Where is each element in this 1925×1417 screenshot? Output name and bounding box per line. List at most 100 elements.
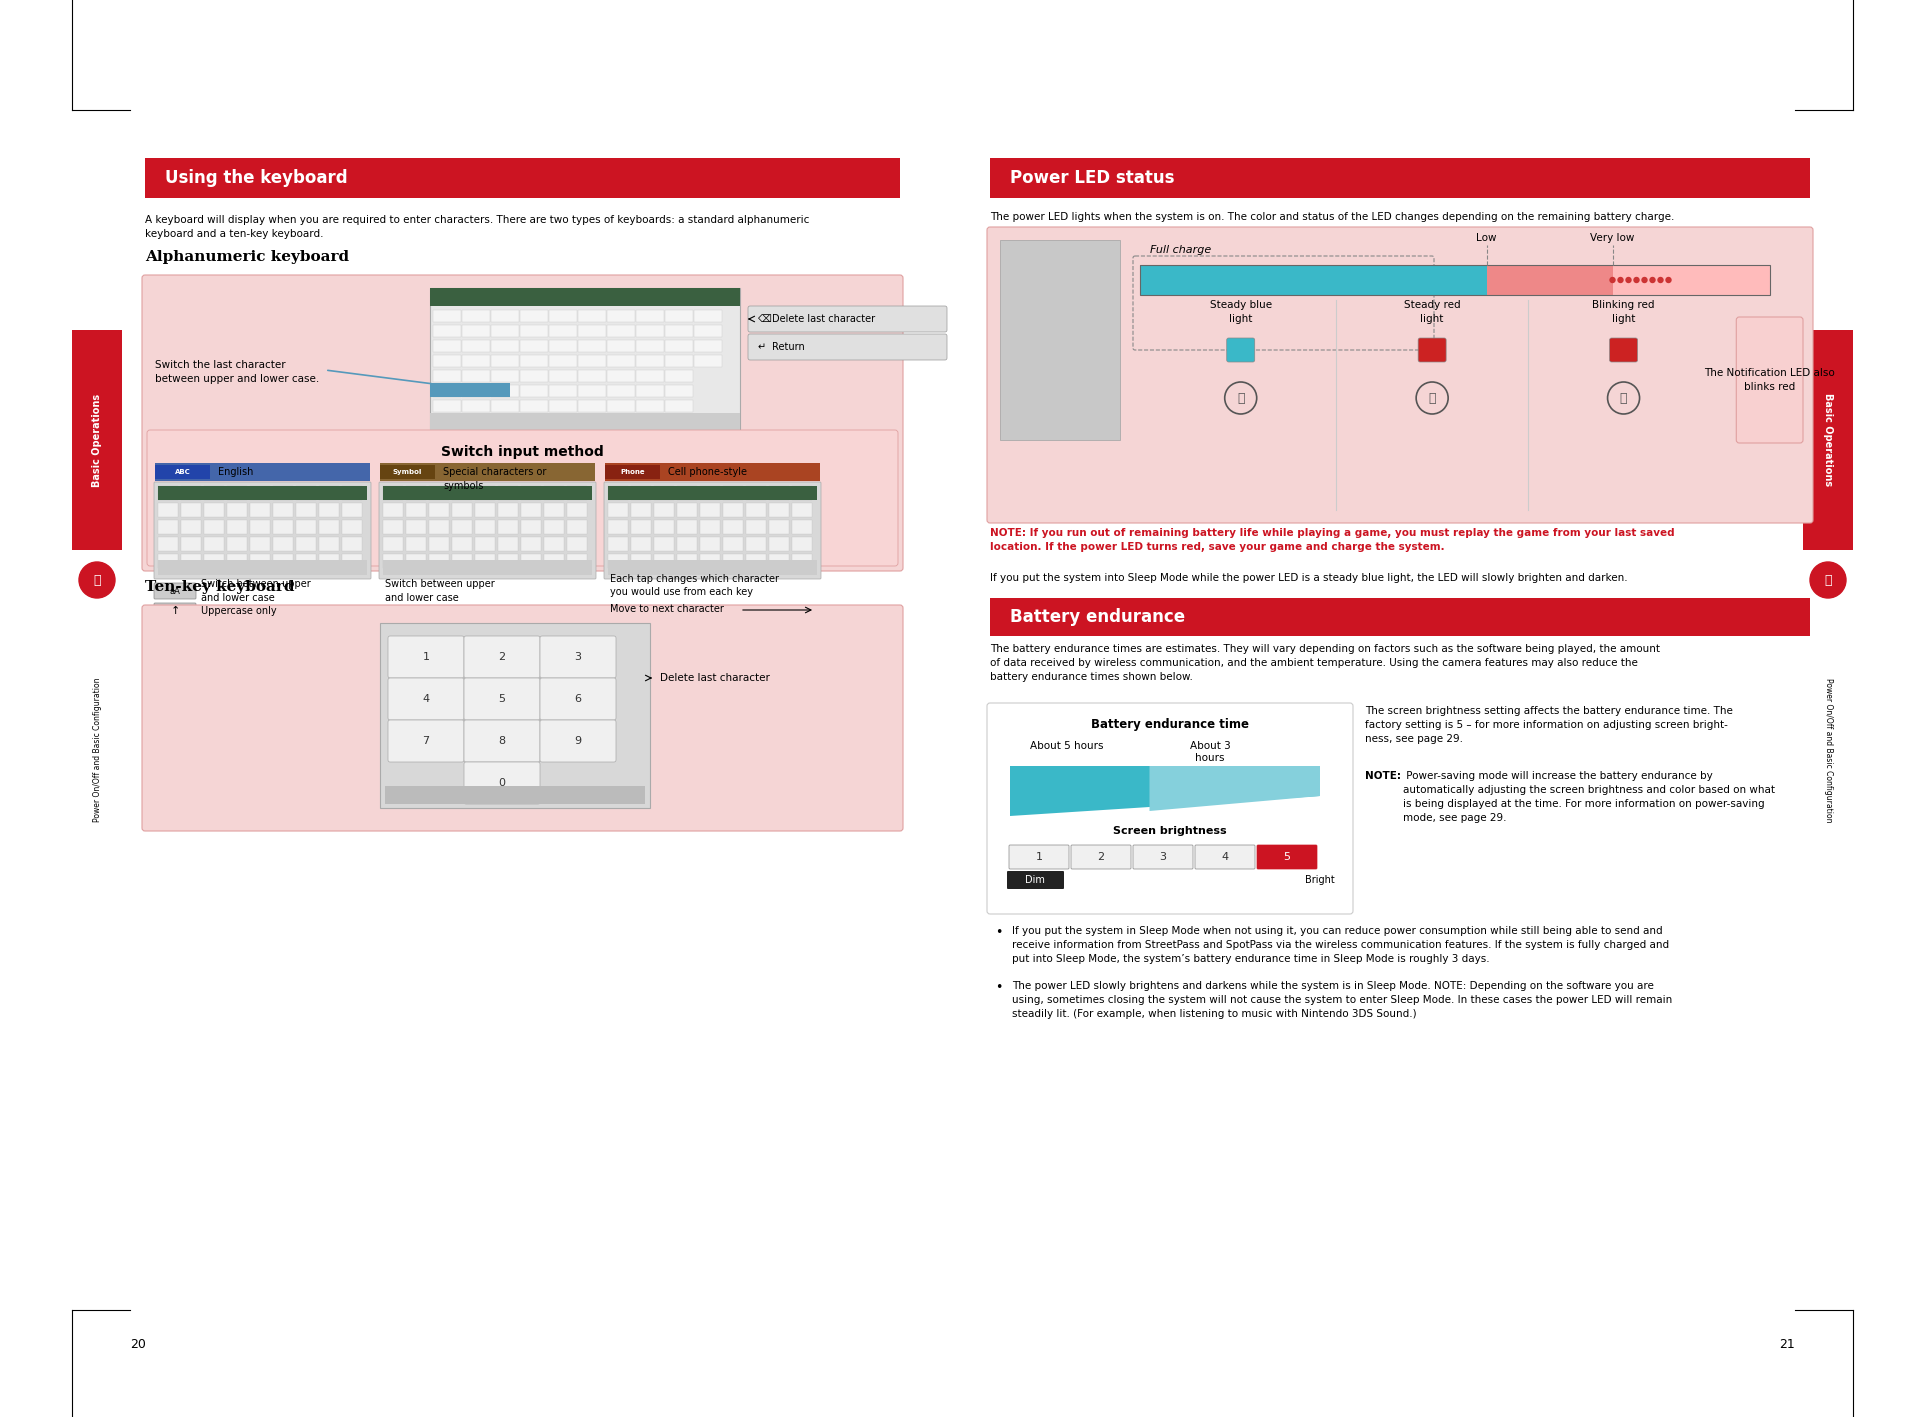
Bar <box>522 486 541 500</box>
Text: Battery endurance: Battery endurance <box>1011 608 1186 626</box>
Bar <box>475 554 495 568</box>
Bar <box>491 356 520 367</box>
Bar <box>1613 265 1769 295</box>
FancyBboxPatch shape <box>1609 339 1638 361</box>
FancyBboxPatch shape <box>144 159 901 198</box>
Bar <box>491 324 520 337</box>
Bar <box>250 520 270 534</box>
Bar <box>606 340 635 351</box>
FancyBboxPatch shape <box>749 334 947 360</box>
Bar <box>999 239 1120 441</box>
Bar <box>635 324 664 337</box>
Circle shape <box>1619 278 1623 282</box>
Bar <box>227 554 246 568</box>
Bar <box>606 370 635 383</box>
Bar <box>296 554 316 568</box>
Bar <box>664 310 693 322</box>
Bar <box>654 520 674 534</box>
Bar <box>452 486 472 500</box>
Text: 6: 6 <box>574 694 581 704</box>
Bar <box>273 503 293 517</box>
Bar <box>452 520 472 534</box>
Text: ⏻: ⏻ <box>1619 391 1627 404</box>
Bar <box>635 310 664 322</box>
Bar <box>452 537 472 551</box>
FancyBboxPatch shape <box>1195 845 1255 869</box>
FancyBboxPatch shape <box>146 429 897 565</box>
Bar <box>608 486 628 500</box>
Bar <box>462 324 491 337</box>
Text: 1: 1 <box>422 652 429 662</box>
Text: Alphanumeric keyboard: Alphanumeric keyboard <box>144 249 348 264</box>
Bar <box>273 554 293 568</box>
Bar <box>568 537 587 551</box>
Bar <box>549 356 578 367</box>
Bar <box>520 340 549 351</box>
Circle shape <box>1810 563 1846 598</box>
Text: Switch between upper
and lower case: Switch between upper and lower case <box>385 580 495 602</box>
Bar <box>204 486 223 500</box>
FancyBboxPatch shape <box>464 720 541 762</box>
Bar <box>678 537 697 551</box>
Bar <box>462 356 491 367</box>
Text: About 3
hours: About 3 hours <box>1190 741 1230 762</box>
Bar <box>701 520 720 534</box>
Bar <box>701 537 720 551</box>
Bar <box>491 385 520 397</box>
Text: Basic Operations: Basic Operations <box>92 394 102 486</box>
Bar <box>181 520 200 534</box>
Bar <box>568 520 587 534</box>
Bar <box>462 400 491 412</box>
Bar <box>791 486 812 500</box>
Bar <box>608 503 628 517</box>
Text: Delete last character: Delete last character <box>772 315 876 324</box>
Text: Power On/Off and Basic Configuration: Power On/Off and Basic Configuration <box>1823 677 1833 822</box>
Bar <box>635 400 664 412</box>
Bar <box>462 340 491 351</box>
Bar <box>608 554 628 568</box>
FancyBboxPatch shape <box>989 159 1810 198</box>
Bar <box>747 503 766 517</box>
Bar <box>158 537 177 551</box>
Bar <box>549 370 578 383</box>
Text: English: English <box>218 468 254 478</box>
Bar <box>701 554 720 568</box>
Bar <box>429 503 449 517</box>
Text: ⏻: ⏻ <box>1825 574 1833 587</box>
Bar <box>664 400 693 412</box>
Bar <box>520 356 549 367</box>
Bar <box>250 503 270 517</box>
Text: Return: Return <box>772 341 805 351</box>
Bar <box>635 340 664 351</box>
FancyBboxPatch shape <box>1009 845 1068 869</box>
Bar <box>522 554 541 568</box>
Bar <box>383 537 402 551</box>
Bar <box>520 310 549 322</box>
Bar <box>158 486 177 500</box>
Text: 0: 0 <box>499 778 506 788</box>
FancyBboxPatch shape <box>604 482 820 580</box>
Bar <box>499 503 518 517</box>
Bar <box>433 385 460 397</box>
Circle shape <box>1665 278 1671 282</box>
Bar <box>695 340 722 351</box>
Bar <box>549 310 578 322</box>
Bar <box>383 560 593 575</box>
Bar <box>568 503 587 517</box>
Text: The Notification LED also
blinks red: The Notification LED also blinks red <box>1704 368 1835 393</box>
FancyBboxPatch shape <box>154 604 196 619</box>
Bar <box>747 554 766 568</box>
Bar <box>631 554 651 568</box>
Bar <box>383 503 402 517</box>
Bar <box>296 520 316 534</box>
Bar <box>578 370 606 383</box>
Bar <box>383 486 402 500</box>
FancyBboxPatch shape <box>464 677 541 720</box>
Text: Phone: Phone <box>620 469 645 475</box>
Text: 20: 20 <box>131 1339 146 1352</box>
Text: •: • <box>995 981 1003 993</box>
Text: 3: 3 <box>1159 852 1167 862</box>
Text: Switch input method: Switch input method <box>441 445 604 459</box>
Text: Symbol: Symbol <box>393 469 422 475</box>
Bar <box>429 554 449 568</box>
